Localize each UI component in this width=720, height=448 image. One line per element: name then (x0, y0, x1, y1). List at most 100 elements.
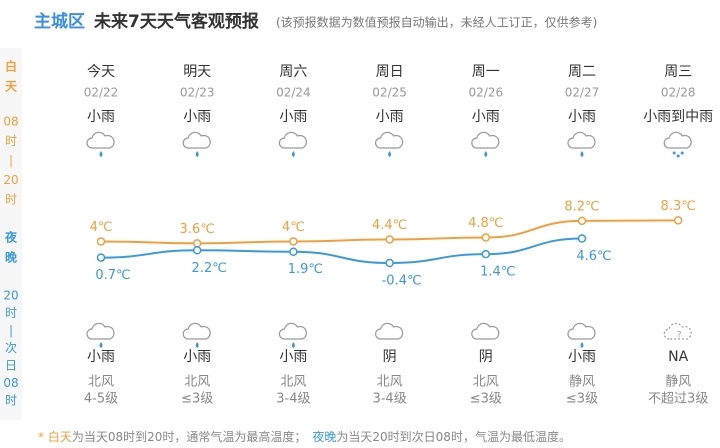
wind-dir: 北风 (377, 375, 403, 390)
weather-icon (567, 322, 596, 348)
weather-icon: ? (663, 322, 692, 341)
high-temp-point (481, 233, 491, 242)
day-weather: 小雨 (183, 109, 211, 125)
low-temp-label: 2.2℃ (192, 261, 227, 276)
low-temp-point (385, 258, 394, 268)
day-name: 周三 (664, 64, 692, 80)
drop (99, 151, 103, 157)
side-label: 20 (3, 289, 18, 303)
weather-icon (375, 322, 404, 340)
day-name: 周日 (376, 64, 404, 80)
footer-day-text: 为当天08时到20时，通常气温为最高温度； (72, 429, 307, 444)
high-temp-point (192, 239, 202, 248)
weather-icon (182, 131, 211, 157)
day-weather: 小雨 (568, 109, 596, 125)
footer: * 白天为当天08时到20时，通常气温为最高温度； 夜晚为当天20时到次日08时，… (38, 429, 571, 444)
day-weather: 小雨 (472, 109, 500, 125)
cloud (182, 322, 211, 340)
drop (672, 151, 676, 155)
weather-icon (86, 322, 115, 348)
day-date: 02/23 (180, 86, 215, 100)
drop (484, 151, 488, 157)
low-temp-point (577, 234, 587, 243)
low-temp-line (100, 237, 583, 265)
side-label: | (9, 324, 13, 338)
na-mark: ? (677, 331, 682, 341)
high-temp-label: 4.8℃ (468, 216, 503, 231)
weather-icon (471, 322, 500, 340)
wind-dir: 北风 (280, 375, 306, 390)
day-date: 02/28 (661, 86, 696, 100)
high-temp-point (673, 216, 683, 225)
weather-icon (567, 131, 596, 157)
side-strip (0, 48, 22, 420)
wind-level: ≤3级 (181, 392, 213, 407)
weather-icon (471, 131, 500, 157)
cloud (278, 322, 307, 340)
cloud (663, 131, 692, 149)
cloud (471, 322, 500, 340)
day-weather: 小雨 (279, 109, 307, 125)
day-name: 周六 (279, 64, 307, 80)
drop (580, 342, 584, 348)
day-date: 02/27 (565, 86, 600, 100)
low-temp-label: -0.4℃ (382, 274, 422, 289)
drop (99, 342, 103, 348)
footer-night: 夜晚 (312, 429, 336, 444)
low-temp-point (481, 249, 491, 259)
drop (388, 151, 392, 157)
high-temp-label: 3.6℃ (180, 222, 215, 237)
wind-dir: 北风 (88, 375, 114, 390)
wind-level: 4-5级 (84, 392, 118, 407)
wind-dir: 北风 (473, 375, 499, 390)
weather-icon (278, 322, 307, 348)
weather-icon (86, 131, 115, 157)
side-label: 夜 (4, 230, 18, 245)
low-temp-label: 1.9℃ (288, 262, 323, 277)
drop (676, 154, 680, 158)
night-weather: 阴 (383, 349, 397, 365)
high-temp-label: 4℃ (282, 220, 305, 235)
cloud (278, 131, 307, 149)
drop (580, 151, 584, 157)
side-label: 白 (5, 59, 17, 74)
wind-dir: 北风 (184, 375, 210, 390)
cloud (663, 322, 692, 340)
night-weather: 小雨 (183, 349, 211, 365)
day-date: 02/24 (276, 86, 311, 100)
low-temp-point (192, 246, 202, 255)
high-temp-label: 4.4℃ (372, 218, 407, 233)
day-weather: 小雨 (376, 109, 404, 125)
high-temp-label: 8.2℃ (564, 199, 599, 214)
low-temp-point (96, 253, 106, 262)
side-label: 时 (5, 306, 17, 320)
side-label: 日 (5, 359, 17, 373)
night-weather: NA (668, 349, 688, 365)
side-label: 次 (5, 341, 17, 355)
low-temp-label: 0.7℃ (95, 268, 130, 283)
side-label: 时 (5, 193, 17, 207)
note: (该预报数据为数值预报自动输出，未经人工订正，仅供参考) (276, 15, 597, 30)
day-name: 周一 (472, 64, 500, 80)
day-date: 02/22 (84, 86, 119, 100)
side-label: 时 (5, 394, 17, 408)
low-temp-label: 1.4℃ (480, 265, 515, 280)
drop (680, 151, 684, 155)
cloud (86, 322, 115, 340)
high-temp-point (385, 235, 394, 244)
wind-level: 3-4级 (372, 392, 406, 407)
cloud (375, 131, 404, 149)
day-name: 周二 (568, 64, 596, 80)
wind-level: 不超过3级 (648, 392, 708, 407)
drop (291, 342, 295, 348)
cloud (182, 131, 211, 149)
low-temp-label: 4.6℃ (576, 249, 611, 264)
side-label: 08 (3, 115, 18, 129)
weather-icon (375, 131, 404, 157)
drop (195, 151, 199, 157)
high-temp-point (577, 216, 587, 226)
weather-icon (182, 322, 211, 348)
weather-icon (663, 131, 692, 158)
side-label: 天 (5, 80, 18, 94)
